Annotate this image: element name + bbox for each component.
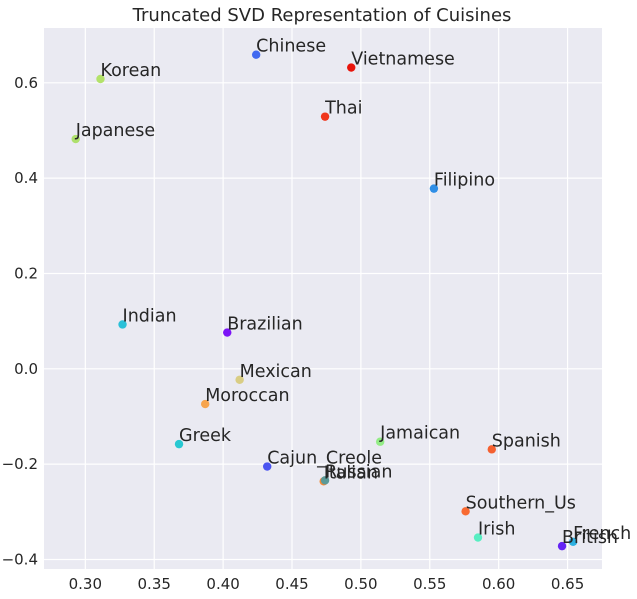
point-filipino [429, 184, 439, 193]
y-tick-label: 0.2 [14, 264, 38, 282]
point-greek [174, 439, 184, 449]
y-tick-label: 0.0 [14, 360, 38, 378]
point-label-chinese: Chinese [256, 37, 326, 57]
axis-ticks: 0.30 0.35 0.40 0.45 0.50 0.55 0.60 0.65 −0.4 −0.2… [2, 74, 585, 593]
point-indian [118, 320, 127, 329]
point-british [557, 541, 567, 551]
point-label-japanese: Japanese [75, 121, 155, 141]
point-label-irish: Irish [478, 520, 515, 540]
point-vietnamese [347, 63, 356, 72]
point-label-russian: Russian [325, 462, 392, 482]
point-label-southern-us: Southern_Us [466, 493, 576, 513]
point-label-vietnamese: Vietnamese [351, 50, 455, 70]
point-irish [473, 533, 483, 542]
scatter-points [71, 50, 578, 551]
x-tick-label: 0.60 [482, 575, 515, 593]
x-tick-label: 0.45 [275, 575, 308, 593]
grid-lines [44, 28, 602, 569]
point-french [568, 537, 578, 547]
y-tick-label: −0.2 [2, 455, 38, 473]
point-label-mexican: Mexican [240, 362, 312, 382]
point-russian [320, 476, 330, 485]
point-cajun-creole [263, 462, 272, 471]
x-tick-label: 0.35 [138, 575, 171, 593]
y-tick-label: 0.4 [14, 169, 38, 187]
point-brazilian [223, 328, 232, 337]
point-label-korean: Korean [100, 61, 161, 81]
point-moroccan [201, 399, 210, 409]
point-label-jamaican: Jamaican [379, 424, 460, 444]
x-tick-label: 0.30 [69, 575, 102, 593]
point-jamaican [375, 437, 385, 446]
x-tick-label: 0.55 [413, 575, 446, 593]
point-korean [96, 74, 105, 84]
chart-title: Truncated SVD Representation of Cuisines [132, 5, 512, 26]
x-tick-label: 0.40 [206, 575, 239, 593]
point-spanish [487, 445, 496, 454]
point-label-cajun-creole: Cajun_Creole [267, 449, 382, 469]
point-labels: Chinese Vietnamese Korean Thai Japanese Filip… [75, 37, 632, 548]
point-chinese [251, 50, 261, 59]
y-tick-label: 0.6 [14, 74, 38, 92]
point-label-spanish: Spanish [492, 431, 561, 451]
point-thai [320, 112, 330, 121]
x-tick-label: 0.65 [551, 575, 584, 593]
point-label-french: French [573, 524, 631, 544]
point-mexican [235, 375, 244, 384]
point-label-british: British [562, 528, 618, 548]
point-japanese [71, 134, 80, 144]
x-tick-label: 0.50 [344, 575, 377, 593]
point-label-filipino: Filipino [434, 171, 495, 191]
y-tick-label: −0.4 [2, 550, 38, 568]
point-label-thai: Thai [324, 99, 362, 119]
point-southern-us [461, 507, 470, 516]
point-label-brazilian: Brazilian [227, 315, 303, 335]
point-label-greek: Greek [179, 426, 232, 446]
point-label-italian: Italian [324, 463, 378, 483]
point-label-indian: Indian [123, 306, 177, 326]
point-label-moroccan: Moroccan [205, 386, 289, 406]
plot-area [44, 28, 602, 569]
